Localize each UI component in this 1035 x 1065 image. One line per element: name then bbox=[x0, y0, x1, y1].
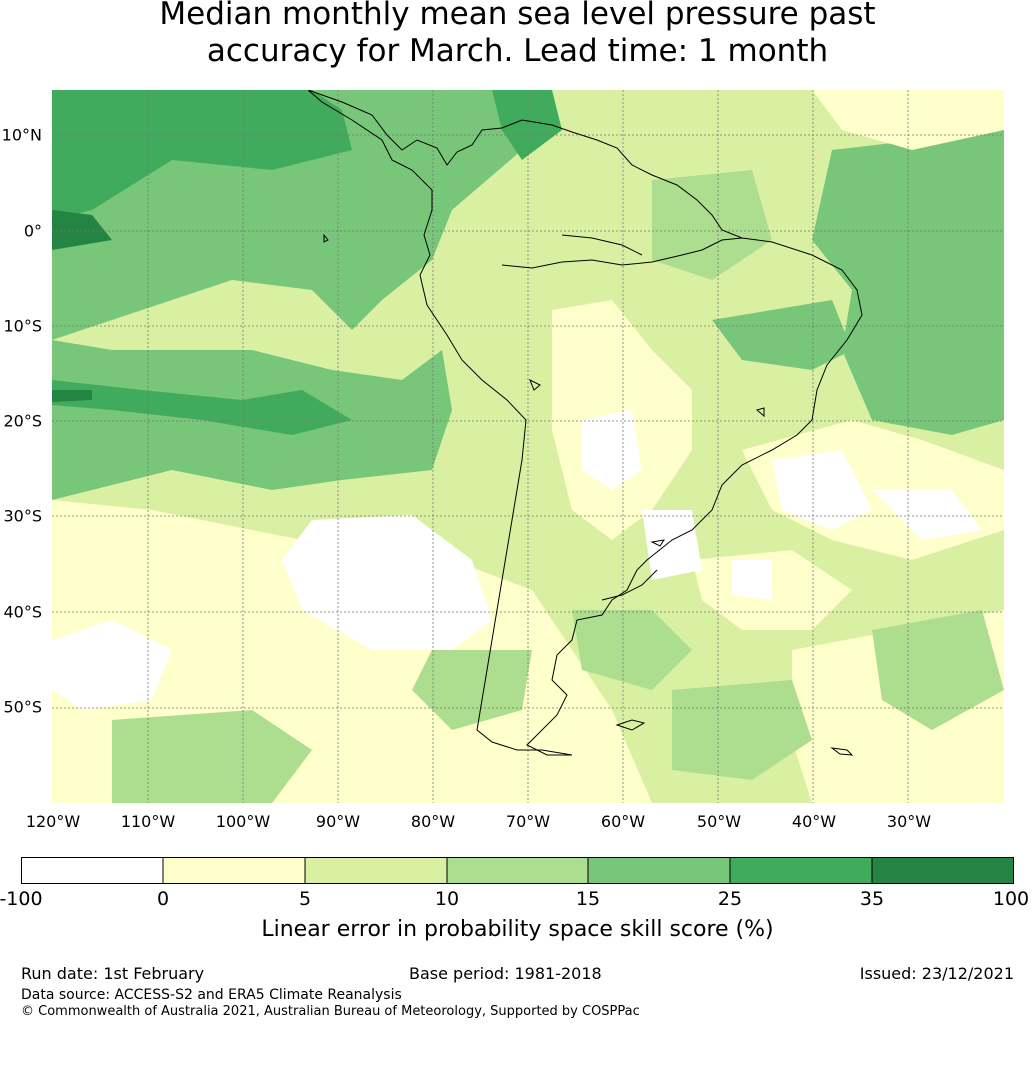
lon-label-60w: 60°W bbox=[600, 812, 646, 831]
skill-score-map bbox=[52, 90, 1004, 803]
colorbar-tick-0: 0 bbox=[156, 888, 170, 910]
colorbar-tick-10: 10 bbox=[434, 888, 460, 910]
lon-label-30w: 30°W bbox=[886, 812, 932, 831]
lat-label-30s: 30°S bbox=[3, 506, 42, 526]
lon-label-50w: 50°W bbox=[696, 812, 742, 831]
colorbar-tick-25: 25 bbox=[717, 888, 743, 910]
colorbar-tick-minus100: -100 bbox=[0, 888, 43, 910]
colorbar-tick-5: 5 bbox=[298, 888, 312, 910]
lon-label-110w: 110°W bbox=[120, 812, 176, 831]
lat-label-10n: 10°N bbox=[1, 125, 42, 145]
lon-label-80w: 80°W bbox=[410, 812, 456, 831]
lat-label-20s: 20°S bbox=[3, 411, 42, 431]
colorbar-segment-6 bbox=[730, 857, 872, 884]
colorbar-segment-5 bbox=[588, 857, 730, 884]
colorbar-tick-100: 100 bbox=[992, 888, 1030, 910]
map-canvas bbox=[52, 90, 1004, 803]
lat-label-40s: 40°S bbox=[3, 602, 42, 622]
copyright: © Commonwealth of Australia 2021, Austra… bbox=[21, 1004, 640, 1019]
colorbar-segment-3 bbox=[305, 857, 447, 884]
colorbar-label: Linear error in probability space skill … bbox=[261, 917, 774, 942]
lon-label-100w: 100°W bbox=[215, 812, 271, 831]
title-line-1: Median monthly mean sea level pressure p… bbox=[159, 0, 876, 32]
title-line-2: accuracy for March. Lead time: 1 month bbox=[206, 33, 829, 69]
data-source: Data source: ACCESS-S2 and ERA5 Climate … bbox=[21, 987, 402, 1003]
lat-label-10s: 10°S bbox=[3, 316, 42, 336]
colorbar-segment-1 bbox=[21, 857, 163, 884]
lon-label-70w: 70°W bbox=[505, 812, 551, 831]
colorbar-segment-7 bbox=[872, 857, 1014, 884]
lon-label-40w: 40°W bbox=[791, 812, 837, 831]
run-date: Run date: 1st February bbox=[21, 964, 205, 983]
lat-label-50s: 50°S bbox=[3, 697, 42, 717]
map-title: Median monthly mean sea level pressure p… bbox=[0, 0, 1035, 70]
base-period: Base period: 1981-2018 bbox=[409, 964, 602, 983]
colorbar-tick-35: 35 bbox=[859, 888, 885, 910]
colorbar bbox=[21, 857, 1014, 884]
colorbar-tick-15: 15 bbox=[575, 888, 601, 910]
colorbar-segment-2 bbox=[163, 857, 305, 884]
lon-label-90w: 90°W bbox=[315, 812, 361, 831]
colorbar-segment-4 bbox=[447, 857, 588, 884]
issued-date: Issued: 23/12/2021 bbox=[859, 964, 1014, 983]
lon-label-120w: 120°W bbox=[25, 812, 81, 831]
lat-label-0: 0° bbox=[23, 221, 42, 241]
